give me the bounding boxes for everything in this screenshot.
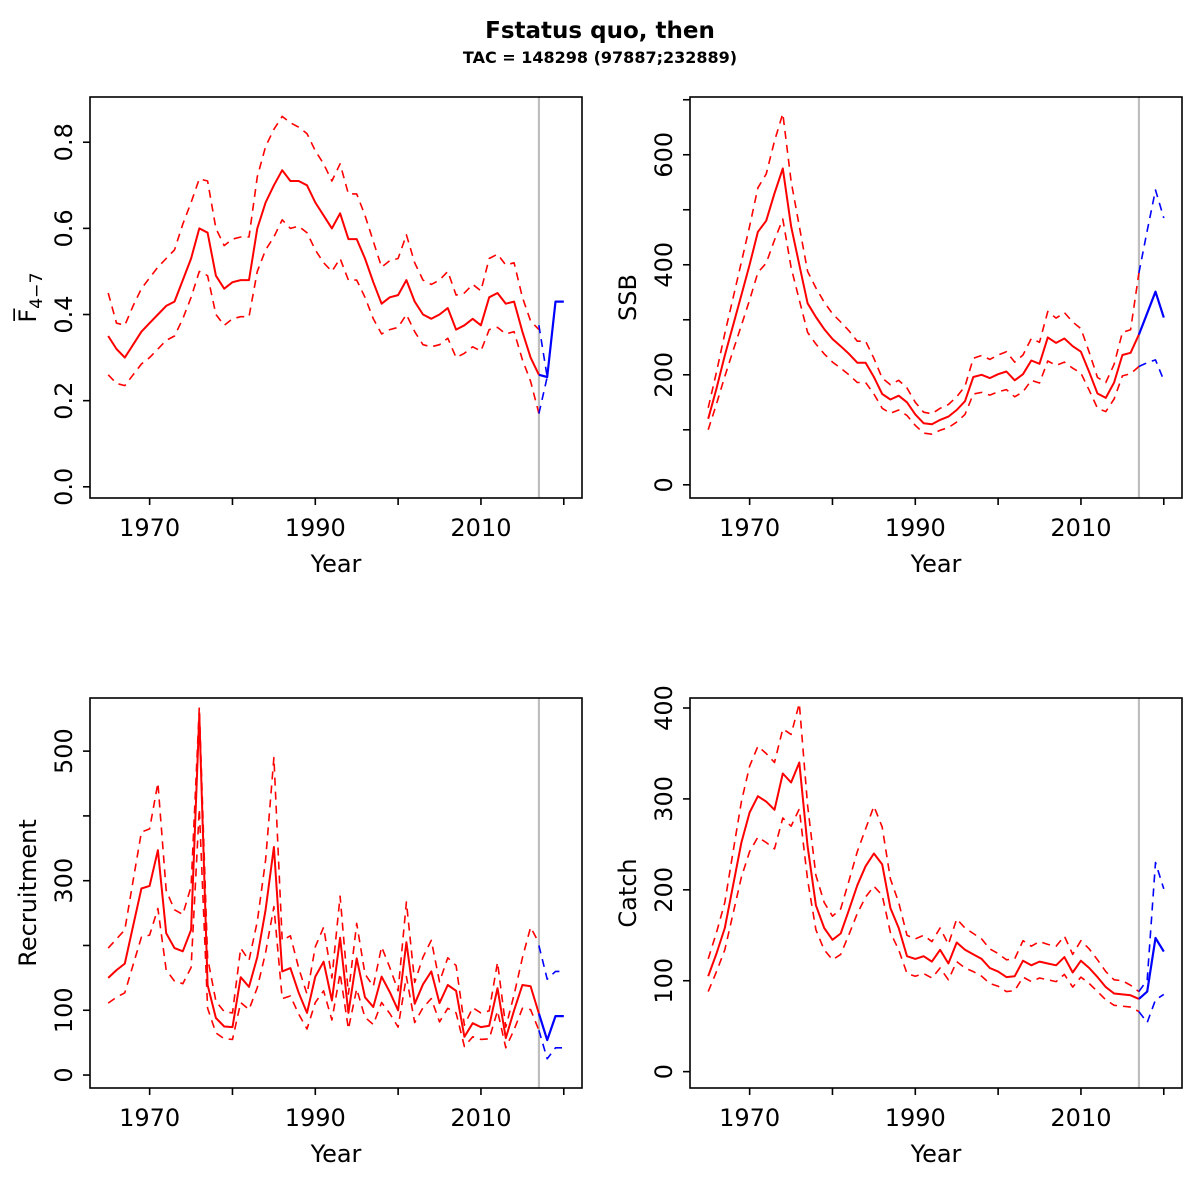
x-axis-tick-label: 2010 xyxy=(450,514,511,542)
y-axis-tick-label: 200 xyxy=(650,352,678,398)
y-axis-tick-label: 200 xyxy=(650,867,678,913)
x-axis-tick-label: 1990 xyxy=(285,514,346,542)
plot-frame xyxy=(89,697,583,1089)
y-axis-tick-label: 400 xyxy=(650,685,678,731)
catch-lower-ci-line xyxy=(707,808,1140,1013)
x-axis-title: Year xyxy=(310,1140,362,1168)
x-axis-tick-label: 2010 xyxy=(1050,1104,1111,1132)
y-axis-tick-label: 500 xyxy=(50,728,78,774)
figure-subtitle: TAC = 148298 (97887;232889) xyxy=(462,48,738,67)
ssb-forecast-upper-ci-line xyxy=(1138,189,1165,274)
y-axis-title: F̅4−7 xyxy=(13,272,47,322)
x-axis-tick-label: 1970 xyxy=(719,1104,780,1132)
ssb-upper-ci-line xyxy=(707,112,1140,415)
y-axis-tick-label: 0.6 xyxy=(50,209,78,247)
plot-frame xyxy=(689,96,1183,499)
f-upper-ci-line xyxy=(107,115,540,331)
ssb-forecast-median-line xyxy=(1137,290,1165,335)
x-axis-tick-label: 1970 xyxy=(119,1104,180,1132)
y-axis-tick-label: 0.8 xyxy=(50,123,78,161)
recruitment-forecast-upper-ci-line xyxy=(538,945,564,981)
panel-recruitment: 1970 1990 2010 0 100 300 500 Year Recruitment xyxy=(14,697,583,1168)
x-axis-title: Year xyxy=(910,1140,962,1168)
y-axis-tick-label: 600 xyxy=(650,132,678,178)
catch-forecast-lower-ci-line xyxy=(1138,993,1165,1024)
y-axis-tick-label: 0.4 xyxy=(50,295,78,333)
y-axis-tick-label: 0.2 xyxy=(50,382,78,420)
y-axis-tick-label: 100 xyxy=(650,958,678,1004)
y-axis-tick-label: 300 xyxy=(50,858,78,904)
y-axis-tick-label: 0 xyxy=(50,1067,78,1082)
y-axis-title: Recruitment xyxy=(14,819,42,966)
ssb-lower-ci-line xyxy=(707,218,1140,436)
x-axis-tick-label: 1970 xyxy=(719,514,780,542)
f-forecast-lower-ci-line xyxy=(538,376,548,414)
panel-ssb: 1970 1990 2010 0 200 400 600 Year SSB xyxy=(614,96,1183,578)
x-axis-tick-label: 1990 xyxy=(885,1104,946,1132)
y-axis-tick-label: 0 xyxy=(650,477,678,492)
f-lower-ci-line xyxy=(107,219,540,414)
x-axis-tick-label: 2010 xyxy=(1050,514,1111,542)
recruitment-lower-ci-line xyxy=(107,807,540,1049)
y-axis-tick-label: 300 xyxy=(650,776,678,822)
x-axis-tick-label: 1970 xyxy=(119,514,180,542)
recruitment-forecast-median-line xyxy=(537,1013,564,1042)
panel-f: 1970 1990 2010 0.0 0.2 0.4 0.6 0.8 Year F̅4−7 xyxy=(13,96,583,578)
f-forecast-upper-ci-line xyxy=(538,325,548,378)
x-axis-tick-label: 1990 xyxy=(885,514,946,542)
ssb-forecast-lower-ci-line xyxy=(1138,359,1165,381)
x-axis-title: Year xyxy=(310,550,362,578)
panel-catch: 1970 1990 2010 0 100 200 300 400 Year Catch xyxy=(614,685,1183,1168)
y-axis-tick-label: 0.0 xyxy=(50,468,78,506)
recruitment-upper-ci-line xyxy=(107,706,540,1028)
x-axis-tick-label: 2010 xyxy=(450,1104,511,1132)
y-axis-title: Catch xyxy=(614,858,642,927)
plot-frame xyxy=(89,96,583,499)
recruitment-forecast-lower-ci-line xyxy=(538,1030,564,1060)
x-axis-tick-label: 1990 xyxy=(285,1104,346,1132)
y-axis-tick-label: 0 xyxy=(650,1064,678,1079)
ssb-median-line xyxy=(707,167,1140,426)
catch-median-line xyxy=(707,761,1140,1000)
figure-title: Fstatus quo, then xyxy=(485,18,715,44)
y-axis-title: SSB xyxy=(614,274,642,321)
y-axis-tick-label: 400 xyxy=(650,242,678,288)
f-forecast-median-line xyxy=(538,300,564,379)
catch-forecast-median-line xyxy=(1138,936,1165,1000)
recruitment-median-line xyxy=(107,713,540,1040)
x-axis-title: Year xyxy=(910,550,962,578)
catch-forecast-upper-ci-line xyxy=(1138,861,1165,993)
plot-frame xyxy=(689,697,1183,1089)
f-median-line xyxy=(107,169,540,376)
y-axis-tick-label: 100 xyxy=(50,987,78,1033)
catch-upper-ci-line xyxy=(707,702,1140,993)
